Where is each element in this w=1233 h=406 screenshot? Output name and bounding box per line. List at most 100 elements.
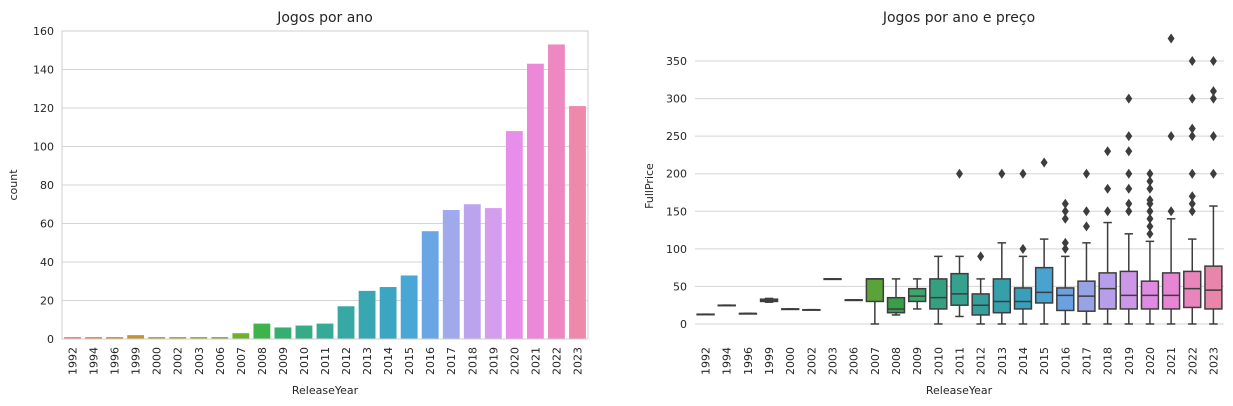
box-chart-x-tick-label: 2019 [1123,347,1136,375]
bar-chart-bars [64,44,586,339]
box-outlier [1061,198,1069,209]
box-outlier [1061,237,1069,248]
box-outlier [1146,228,1154,239]
box-outlier [1125,93,1133,104]
box-outlier [1146,206,1154,217]
box-2019 [1119,93,1138,325]
bar-2013 [358,290,376,339]
box-chart-y-tick-label: 150 [666,205,687,218]
bar-chart-x-tick-label: 2021 [529,347,542,375]
bar-2009 [274,327,292,339]
bar-chart-x-ticks: 1992 1994 1996 1999 2000 2002 2003 2006 2007 2008… [67,347,585,375]
bar-chart-y-tick-label: 0 [47,333,54,346]
bar-2000 [148,337,166,339]
bar-chart-y-tick-label: 60 [40,218,54,231]
box-chart-x-tick-label: 2020 [1144,347,1157,375]
bar-chart-x-tick-label: 2003 [193,347,206,375]
bar-1992 [64,337,81,339]
box-chart-x-tick-label: 2000 [784,347,797,375]
box-iqr [886,296,906,314]
bar-chart-x-tick-label: 2006 [214,347,227,375]
bar-2022 [548,44,565,339]
box-iqr [1013,287,1033,310]
box-outlier [1209,93,1217,104]
box-outlier [1125,206,1133,217]
box-outlier [1104,206,1112,217]
box-2011 [950,168,969,318]
box-iqr [865,278,885,303]
bar-2018 [463,204,481,339]
box-2015 [1034,157,1054,325]
bar-chart-x-tick-label: 1996 [109,347,122,375]
bar-chart-y-tick-label: 20 [40,295,54,308]
box-2008 [886,278,906,316]
bar-chart-y-tick-label: 80 [40,179,54,192]
box-chart-x-tick-label: 2010 [932,347,945,375]
box-chart-y-tick-label: 200 [666,168,687,181]
box-chart-grid [695,60,1224,325]
box-outlier [1209,168,1217,179]
box-chart-x-tick-label: 2009 [911,347,924,375]
box-chart-y-tick-label: 100 [666,243,687,256]
box-outlier [1146,213,1154,224]
box-outlier [1082,221,1090,232]
bar-2002 [169,337,187,339]
box-outlier [1146,195,1154,206]
box-2016 [1056,198,1075,325]
box-outlier [1167,33,1175,44]
bar-2011 [316,323,334,339]
box-outlier [1188,131,1196,142]
bar-2020 [505,131,523,339]
box-outlier [1167,206,1175,217]
box-outlier [1082,206,1090,217]
bar-chart-x-tick-label: 2008 [256,347,269,375]
bar-chart-y-tick-label: 140 [33,64,54,77]
bar-2003 [190,337,208,339]
box-chart-x-tick-label: 2016 [1059,347,1072,375]
box-chart-x-label: ReleaseYear [926,384,993,397]
box-outlier [1209,86,1217,97]
box-outlier [1125,131,1133,142]
bar-chart-title: Jogos por ano [276,10,373,26]
box-outlier [1188,93,1196,104]
box-chart-title: Jogos por ano e preço [882,10,1035,26]
box-outlier [1188,198,1196,209]
bar-chart-x-tick-label: 2011 [319,347,332,375]
box-outlier [1209,131,1217,142]
box-1994 [717,304,736,307]
box-outlier [1146,221,1154,232]
box-outlier [1188,123,1196,134]
box-chart-y-label: FullPrice [643,163,656,209]
box-chart-x-tick-label: 2013 [996,347,1009,375]
box-chart-x-tick-label: 1992 [700,347,713,375]
bar-chart-x-tick-label: 2002 [172,347,185,375]
box-2002 [802,308,821,311]
box-2021 [1161,33,1181,325]
box-outlier [1188,191,1196,202]
box-iqr [971,293,990,316]
box-outlier [1061,243,1069,254]
box-chart-x-tick-label: 1999 [763,347,776,375]
box-chart-x-tick-label: 2015 [1038,347,1051,375]
box-outlier [1188,206,1196,217]
box-2010 [929,255,948,325]
box-outlier [1146,176,1154,187]
bar-chart-y-label: count [7,169,20,201]
box-chart-x-tick-label: 2007 [869,347,882,375]
bar-chart-x-label: ReleaseYear [292,384,359,397]
bar-2016 [421,231,439,339]
box-chart-x-tick-label: 1994 [721,347,734,375]
box-chart-x-tick-label: 1996 [742,347,755,375]
box-outlier [1019,243,1027,254]
box-1992 [696,313,715,316]
box-outlier [1167,131,1175,142]
box-1999 [759,297,779,303]
box-2017 [1077,168,1096,325]
box-2023 [1204,56,1223,325]
box-2022 [1183,56,1202,325]
bar-2010 [295,325,313,339]
bar-chart-x-tick-label: 1992 [67,347,80,375]
bar-chart-x-tick-label: 2000 [151,347,164,375]
box-outlier [1104,146,1112,157]
bar-2014 [379,287,397,339]
